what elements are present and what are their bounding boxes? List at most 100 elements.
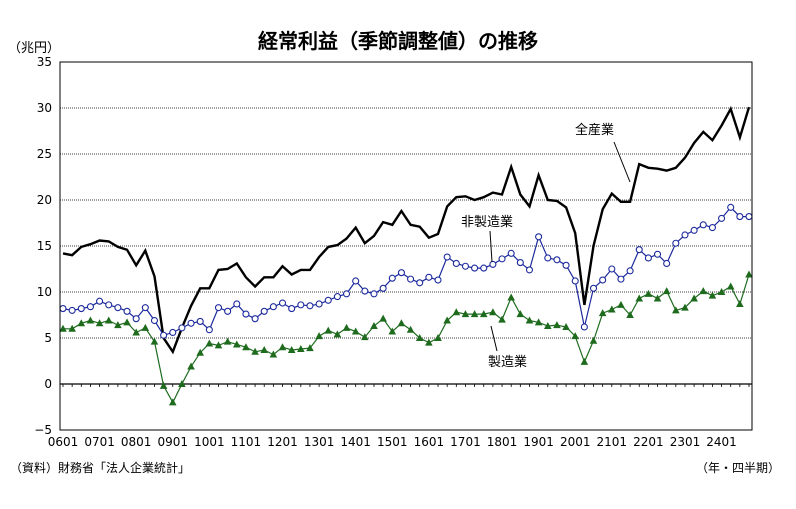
data-point xyxy=(315,332,323,340)
data-point xyxy=(288,305,296,313)
data-point xyxy=(324,296,332,304)
data-point xyxy=(653,294,662,302)
data-point xyxy=(571,332,580,340)
data-point xyxy=(397,269,405,277)
data-point xyxy=(251,347,259,355)
data-point xyxy=(306,344,314,352)
data-point xyxy=(535,233,543,241)
data-point xyxy=(461,310,470,318)
data-point xyxy=(333,293,341,301)
data-point xyxy=(681,231,689,239)
data-point xyxy=(626,311,634,318)
data-point xyxy=(160,331,168,339)
data-point xyxy=(242,310,250,318)
data-point xyxy=(342,323,351,331)
data-point xyxy=(726,282,735,290)
data-point xyxy=(214,341,223,349)
data-point xyxy=(123,307,131,315)
data-point xyxy=(571,277,579,285)
data-point xyxy=(86,316,95,324)
data-point xyxy=(553,256,561,264)
x-tick-label: 1101 xyxy=(231,435,262,449)
data-point xyxy=(562,322,570,330)
data-point xyxy=(617,275,625,283)
data-point xyxy=(178,324,186,332)
data-point xyxy=(214,304,223,312)
source-note: （資料）財務省「法人企業統計」 xyxy=(10,460,190,475)
data-point xyxy=(278,299,287,307)
y-tick-labels: 35 30 25 20 15 10 5 0 −5 xyxy=(34,55,52,437)
series-line xyxy=(62,105,751,355)
data-point xyxy=(196,348,204,356)
data-point xyxy=(461,262,470,270)
chart-title: 経常利益（季節調整値）の推移 xyxy=(258,29,538,53)
data-point xyxy=(718,214,726,222)
data-point xyxy=(68,324,76,332)
data-point xyxy=(123,318,131,326)
data-point xyxy=(297,301,305,309)
data-point xyxy=(525,316,534,324)
data-point xyxy=(662,287,671,295)
data-point xyxy=(626,267,634,275)
data-point xyxy=(68,306,76,314)
x-tick-label: 1501 xyxy=(377,435,408,449)
data-point xyxy=(96,297,104,305)
y-tick-label: 30 xyxy=(37,101,52,115)
data-point xyxy=(580,357,589,365)
plot-area xyxy=(59,105,753,406)
data-point xyxy=(736,299,744,307)
data-point xyxy=(434,276,442,284)
data-point xyxy=(232,340,241,348)
data-point xyxy=(178,380,186,387)
data-point xyxy=(653,250,662,258)
data-point xyxy=(187,319,195,327)
x-tick-label: 1301 xyxy=(304,435,335,449)
x-tick-label: 2301 xyxy=(670,435,701,449)
data-point xyxy=(489,308,497,316)
data-point xyxy=(333,330,342,338)
data-point xyxy=(141,323,150,331)
x-tick-label: 1701 xyxy=(450,435,481,449)
data-point xyxy=(727,203,735,211)
data-point xyxy=(287,345,296,353)
series-line xyxy=(62,206,749,336)
data-point xyxy=(59,324,67,332)
data-point xyxy=(352,277,360,285)
data-point xyxy=(141,304,149,312)
series-label: 非製造業 xyxy=(461,214,513,230)
data-point xyxy=(388,274,396,282)
data-point xyxy=(370,290,378,298)
data-point xyxy=(196,317,204,325)
data-point xyxy=(361,333,369,341)
data-point xyxy=(452,259,460,268)
series-line xyxy=(63,274,750,404)
data-point xyxy=(233,300,241,308)
x-tick-label: 2001 xyxy=(560,435,591,449)
data-point xyxy=(269,303,277,311)
data-point xyxy=(745,213,753,221)
data-point xyxy=(269,350,278,358)
data-point xyxy=(114,321,122,329)
data-point xyxy=(187,362,195,370)
data-point xyxy=(471,264,479,272)
data-point xyxy=(407,275,415,283)
data-point xyxy=(617,300,625,308)
data-point xyxy=(223,337,232,345)
grid-lines xyxy=(60,107,752,387)
y-tick-label: 35 xyxy=(37,55,52,69)
data-point xyxy=(635,294,644,302)
data-point xyxy=(379,284,387,292)
data-point xyxy=(415,334,424,341)
x-tick-label: 2101 xyxy=(597,435,628,449)
data-point xyxy=(370,322,378,330)
data-point xyxy=(553,321,561,329)
data-point xyxy=(425,273,433,281)
data-point xyxy=(77,305,85,313)
y-tick-label: 5 xyxy=(44,331,52,345)
y-tick-label: −5 xyxy=(34,423,52,437)
data-point xyxy=(168,398,177,406)
data-point xyxy=(480,264,488,272)
data-point xyxy=(681,303,689,311)
data-point xyxy=(242,343,250,351)
